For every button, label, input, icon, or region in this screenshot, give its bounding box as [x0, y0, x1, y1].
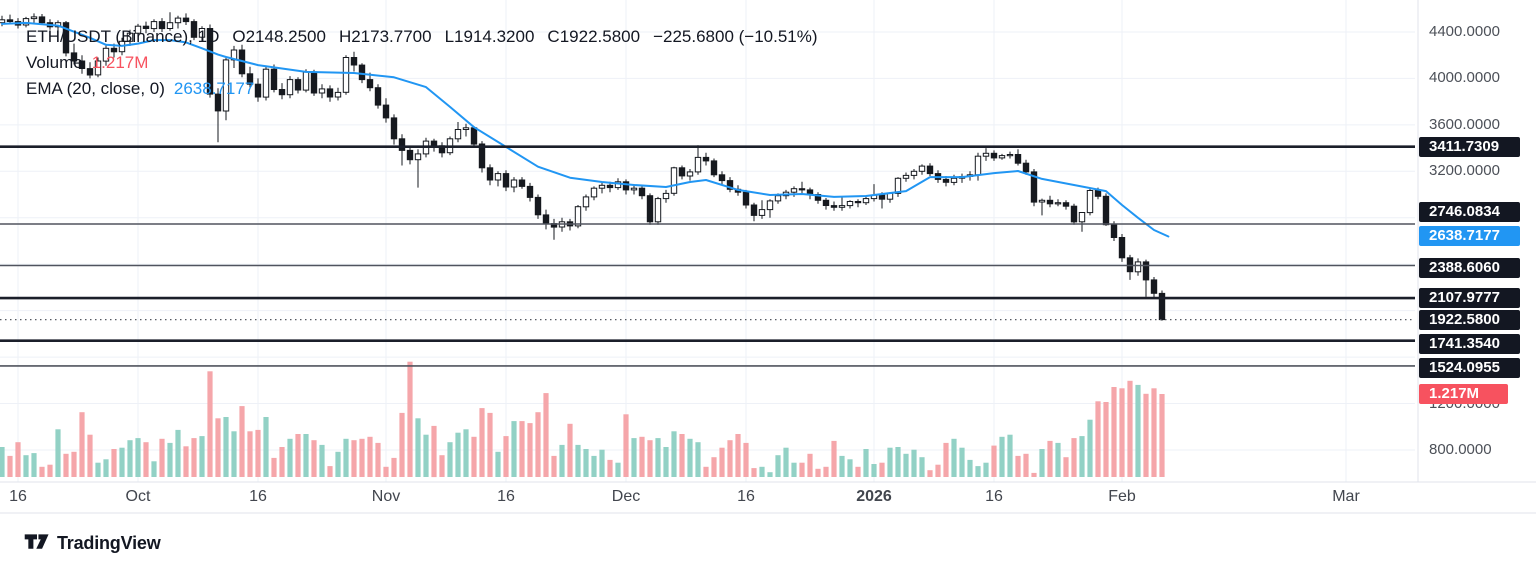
time-tick: Nov	[371, 488, 401, 505]
time-tick: 16	[9, 488, 27, 505]
price-tick: 4400.0000	[1429, 23, 1500, 40]
price-level-badge: 1741.3540	[1419, 334, 1520, 354]
time-tick: 16	[985, 488, 1003, 505]
time-tick: 16	[497, 488, 515, 505]
price-tick: 3600.0000	[1429, 116, 1500, 133]
grid	[0, 0, 1415, 482]
price-level-badge: 2107.9777	[1419, 288, 1520, 308]
tradingview-logo-icon	[24, 534, 49, 549]
price-level-badge: 1524.0955	[1419, 358, 1520, 378]
time-tick: Dec	[611, 488, 641, 505]
time-axis[interactable]: 16 Oct 16 Nov 16 Dec 16 2026 16 Feb Mar	[0, 483, 1536, 513]
axis-separators	[0, 0, 1536, 514]
price-level-badge: 2388.6060	[1419, 258, 1520, 278]
time-tick: 16	[249, 488, 267, 505]
price-axis[interactable]: 4400.00004000.00003600.00003200.00001200…	[1418, 0, 1536, 482]
time-tick: Feb	[1108, 488, 1136, 505]
price-tick: 4000.0000	[1429, 69, 1500, 86]
tradingview-logo-text: TradingView	[57, 532, 161, 553]
price-tick: 3200.0000	[1429, 162, 1500, 179]
price-level-badge: 1922.5800	[1419, 310, 1520, 330]
price-level-badge: 3411.7309	[1419, 137, 1520, 157]
ema-line	[1, 21, 1170, 238]
price-level-badge: 2746.0834	[1419, 202, 1520, 222]
tradingview-logo[interactable]: TradingView	[24, 532, 161, 554]
volume-value-badge: 1.217M	[1419, 384, 1508, 404]
candlestick-series	[0, 12, 1166, 321]
time-tick: 16	[737, 488, 755, 505]
time-tick: 2026	[856, 488, 892, 505]
time-tick: Mar	[1332, 488, 1360, 505]
support-resistance-lines[interactable]	[0, 145, 1415, 367]
price-tick: 800.0000	[1429, 441, 1492, 458]
time-tick: Oct	[125, 488, 151, 505]
volume-series	[0, 361, 1165, 478]
price-level-badge: 2638.7177	[1419, 226, 1520, 246]
